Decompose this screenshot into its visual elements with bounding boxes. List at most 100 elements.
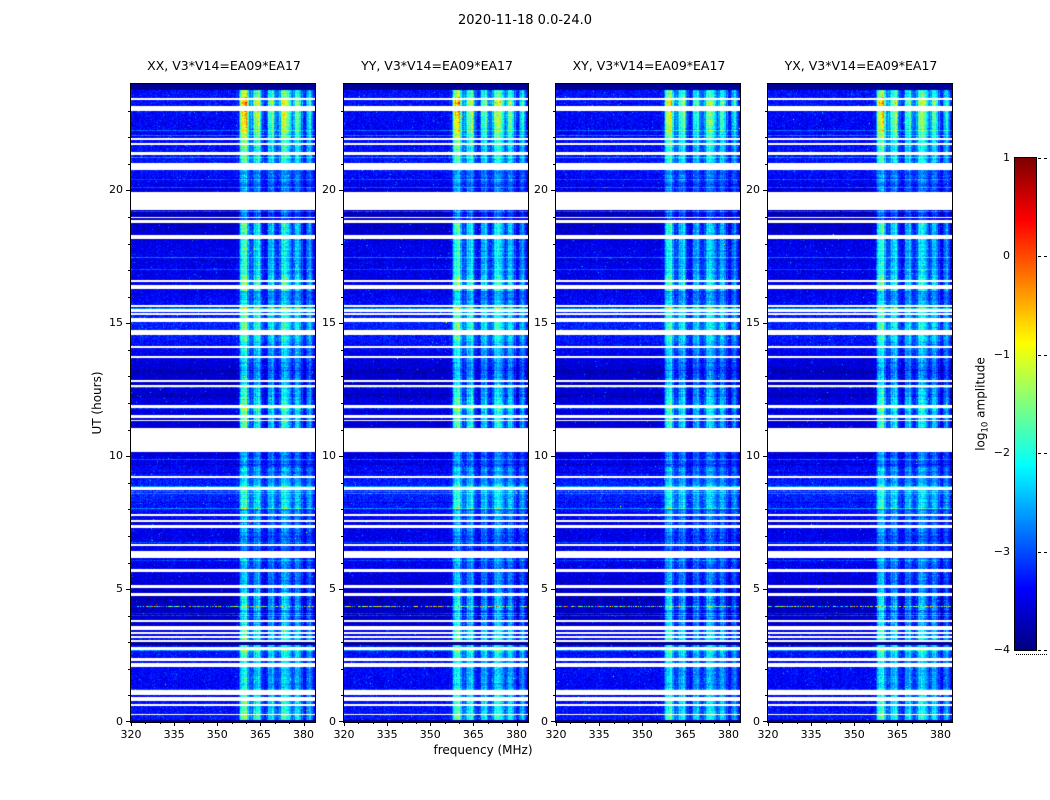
- y-minor-tick: [553, 110, 555, 112]
- y-minor-tick: [128, 243, 130, 245]
- y-tick-label: 20: [746, 183, 760, 197]
- x-tick: [556, 722, 557, 726]
- x-minor-tick: [159, 722, 161, 724]
- y-minor-tick: [553, 668, 555, 670]
- y-minor-tick: [128, 615, 130, 617]
- x-tick-label: 350: [206, 728, 228, 741]
- y-minor-tick: [128, 296, 130, 298]
- y-minor-tick: [553, 403, 555, 404]
- y-minor-tick: [341, 216, 343, 218]
- panel-xx: XX, V3*V14=EA09*EA17: [130, 58, 316, 723]
- x-tick-label: 320: [120, 728, 142, 741]
- x-minor-tick: [145, 722, 147, 724]
- x-minor-tick: [459, 722, 460, 724]
- y-minor-tick: [553, 535, 555, 537]
- y-minor-tick: [128, 482, 130, 484]
- y-tick-label: 0: [541, 715, 548, 728]
- x-tick-label: 335: [588, 728, 610, 741]
- y-tick-label: 15: [746, 316, 760, 330]
- x-tick-label: 320: [757, 728, 779, 741]
- x-tick-label: 335: [800, 728, 822, 741]
- y-minor-tick: [553, 163, 555, 165]
- y-minor-tick: [341, 429, 343, 431]
- panel-yy: YY, V3*V14=EA09*EA17: [343, 58, 529, 723]
- y-minor-tick: [765, 562, 767, 564]
- x-axis-label: frequency (MHz): [433, 743, 533, 757]
- y-minor-tick: [553, 695, 555, 697]
- y-minor-tick: [553, 615, 555, 617]
- panel-xy: XY, V3*V14=EA09*EA17: [555, 58, 741, 723]
- y-tick-label: 10: [746, 449, 760, 463]
- y-minor-tick: [553, 296, 555, 298]
- y-tick: [551, 721, 555, 722]
- y-tick: [763, 589, 767, 591]
- y-minor-tick: [553, 562, 555, 564]
- y-minor-tick: [128, 163, 130, 165]
- panel-title-xy: XY, V3*V14=EA09*EA17: [572, 58, 726, 73]
- y-minor-tick: [128, 668, 130, 670]
- x-tick: [685, 722, 687, 726]
- x-minor-tick: [246, 722, 247, 724]
- x-tick-label: 365: [462, 728, 484, 741]
- x-tick: [473, 722, 475, 726]
- y-minor-tick: [765, 270, 767, 272]
- y-minor-tick: [128, 110, 130, 112]
- x-tick-label: 380: [506, 728, 527, 741]
- y-minor-tick: [341, 668, 343, 670]
- y-tick: [763, 323, 767, 325]
- x-tick-label: 365: [886, 728, 908, 741]
- y-minor-tick: [341, 615, 343, 617]
- x-tick: [768, 722, 769, 726]
- y-minor-tick: [341, 296, 343, 298]
- x-minor-tick: [444, 722, 446, 724]
- y-minor-tick: [128, 216, 130, 218]
- y-minor-tick: [553, 349, 555, 351]
- x-minor-tick: [613, 722, 615, 724]
- x-tick: [131, 722, 132, 726]
- y-tick-label: 15: [534, 316, 548, 330]
- y-tick: [551, 190, 555, 192]
- y-minor-tick: [765, 137, 767, 139]
- x-tick: [303, 722, 305, 726]
- y-axis-label: UT (hours): [90, 371, 104, 435]
- x-tick-label: 365: [249, 728, 271, 741]
- y-minor-tick: [341, 163, 343, 165]
- y-minor-tick: [765, 509, 767, 511]
- colorbar-tick-dash: [1038, 551, 1047, 553]
- y-minor-tick: [128, 429, 130, 431]
- y-minor-tick: [765, 642, 767, 644]
- x-minor-tick: [671, 722, 672, 724]
- y-minor-tick: [765, 349, 767, 351]
- y-minor-tick: [341, 509, 343, 511]
- y-tick: [551, 323, 555, 325]
- colorbar-tick-label: 0: [1003, 249, 1010, 263]
- panel-title-yx: YX, V3*V14=EA09*EA17: [784, 58, 938, 73]
- colorbar-tick-dash: [1038, 650, 1047, 651]
- y-tick-label: 0: [116, 715, 123, 728]
- y-minor-tick: [341, 376, 343, 378]
- y-minor-tick: [128, 535, 130, 537]
- y-tick: [339, 589, 343, 591]
- y-tick-label: 15: [322, 316, 336, 330]
- y-tick-label: 0: [329, 715, 336, 728]
- x-tick-label: 350: [419, 728, 441, 741]
- y-tick: [126, 589, 130, 591]
- y-minor-tick: [341, 110, 343, 112]
- y-minor-tick: [765, 429, 767, 431]
- y-minor-tick: [553, 216, 555, 218]
- y-tick: [126, 323, 130, 325]
- x-tick: [344, 722, 345, 726]
- colorbar-tick-dash: [1038, 453, 1047, 455]
- y-minor-tick: [341, 349, 343, 351]
- y-tick-label: 5: [753, 582, 760, 596]
- x-tick: [599, 722, 601, 726]
- x-tick-label: 335: [376, 728, 398, 741]
- y-minor-tick: [128, 642, 130, 644]
- x-minor-tick: [289, 722, 291, 724]
- colorbar-tick-label: −2: [993, 446, 1010, 460]
- colorbar-label-prefix: log: [973, 432, 988, 451]
- y-minor-tick: [553, 243, 555, 245]
- x-tick-label: 380: [293, 728, 314, 741]
- x-minor-tick: [415, 722, 417, 724]
- y-minor-tick: [341, 270, 343, 272]
